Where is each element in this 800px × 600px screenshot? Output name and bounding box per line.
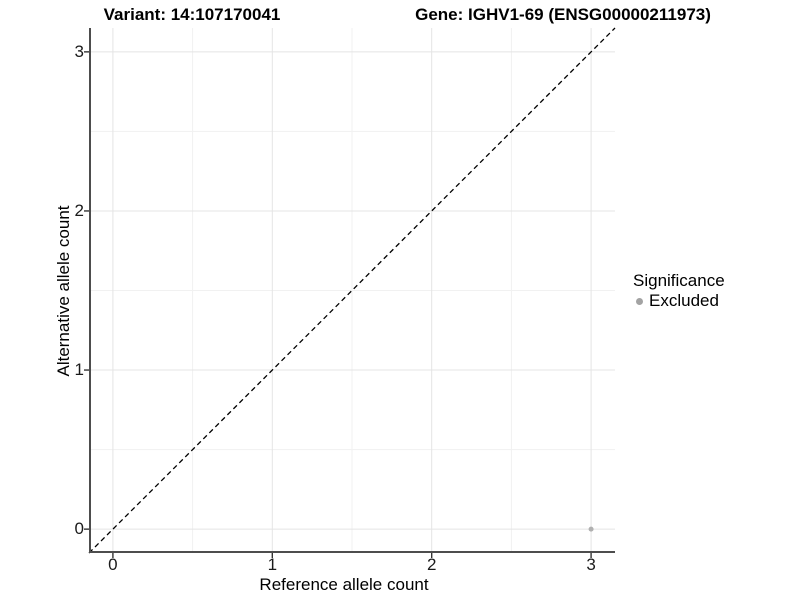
x-tick-label: 0 [108,555,118,574]
legend-item-excluded: Excluded [636,291,725,311]
legend-point-icon [636,297,643,305]
x-axis-title: Reference allele count [259,575,429,594]
data-point [588,526,594,532]
legend-item-label: Excluded [649,291,719,310]
legend-title: Significance [633,271,725,290]
y-tick-label: 3 [74,41,84,61]
y-tick-label: 2 [74,200,84,220]
gene-title: Gene: IGHV1-69 (ENSG00000211973) [415,5,711,24]
variant-title: Variant: 14:107170041 [103,5,281,24]
y-axis-title: Alternative allele count [54,205,73,377]
x-tick-label: 1 [267,555,278,574]
y-tick-label: 1 [74,360,84,380]
x-tick-label: 2 [426,555,437,574]
x-tick-label: 3 [586,555,596,574]
legend: Significance Excluded [633,271,725,311]
identity-reference-line [88,27,616,554]
y-tick-label: 0 [74,519,84,539]
